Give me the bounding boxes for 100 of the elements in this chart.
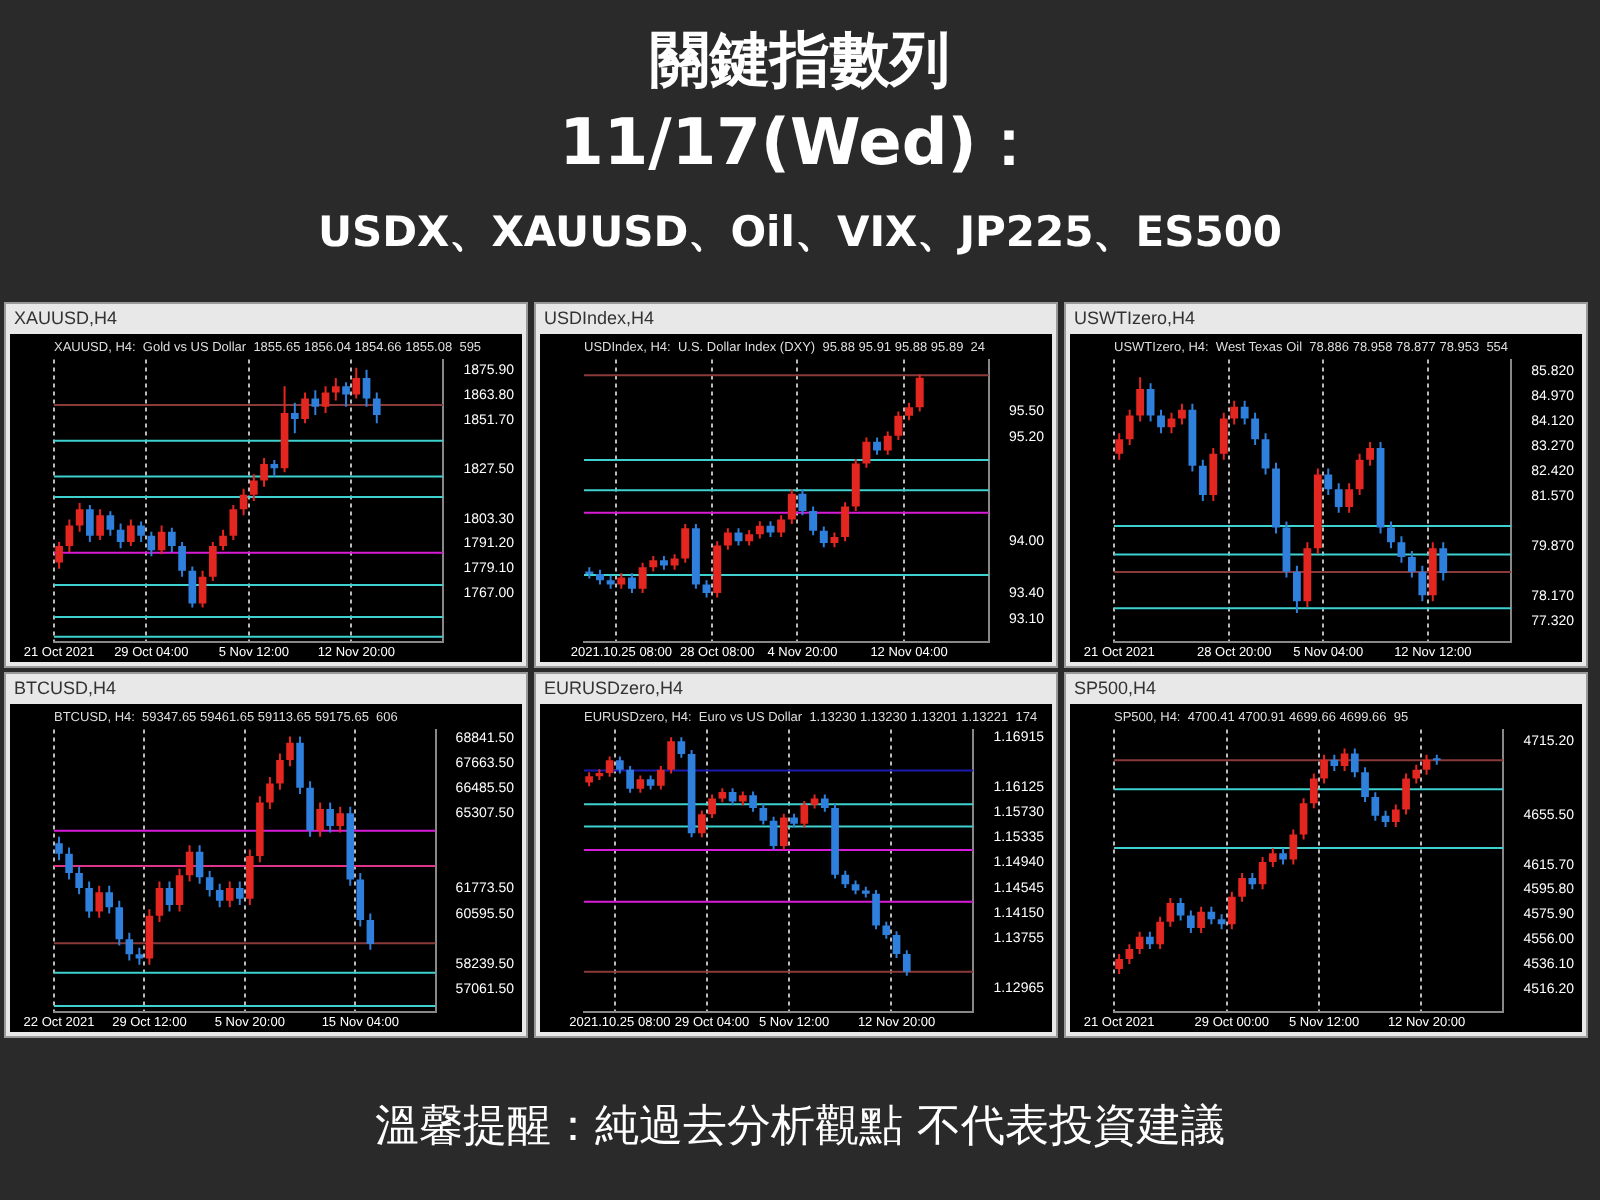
candlestick — [205, 869, 214, 898]
candlestick — [195, 844, 204, 885]
chart-title: SP500,H4 — [1072, 676, 1159, 702]
candlestick — [311, 389, 320, 416]
candlestick — [1309, 772, 1318, 810]
candlestick — [1209, 446, 1218, 502]
candlestick — [862, 436, 871, 469]
text: 溫馨提醒：純過去分析觀點 不代表投資建議 — [373, 1100, 1227, 1156]
candlestick — [1228, 890, 1236, 931]
candlestick — [296, 735, 304, 796]
candlestick — [362, 368, 371, 408]
candlestick — [125, 931, 134, 962]
candlestick — [1238, 872, 1246, 903]
candlestick — [188, 565, 197, 609]
candlestick — [1345, 482, 1354, 514]
chart-title: USDIndex,H4 — [542, 306, 657, 332]
candlestick — [1146, 382, 1155, 423]
candlestick — [1198, 458, 1207, 502]
candlestick — [1439, 541, 1448, 582]
candlestick — [229, 504, 238, 541]
candlestick — [1157, 408, 1165, 435]
candlestick — [276, 752, 284, 791]
candlestick — [819, 525, 828, 549]
candlestick — [1366, 441, 1374, 467]
candlestick — [246, 848, 254, 907]
candlestick — [1422, 753, 1431, 776]
candlestick — [605, 755, 614, 778]
candlestick — [1156, 915, 1164, 951]
candlestick — [366, 912, 375, 951]
candlestick — [892, 930, 901, 959]
candlestick — [777, 514, 786, 538]
candlestick — [1187, 909, 1195, 934]
candlestick — [638, 561, 647, 595]
candlestick — [1136, 376, 1145, 423]
candlestick — [723, 527, 732, 551]
candlestick — [260, 456, 268, 488]
candlestick — [249, 473, 258, 502]
candlestick — [290, 401, 299, 435]
candlestick — [75, 865, 83, 896]
candlestick — [326, 801, 334, 834]
candlestick — [185, 844, 194, 883]
candlestick — [1240, 399, 1249, 426]
candlestick — [316, 801, 324, 838]
candlestick — [127, 518, 135, 548]
candlestick — [331, 377, 340, 402]
candlestick — [372, 391, 381, 425]
candlestick — [321, 385, 330, 414]
candlestick — [1125, 408, 1134, 447]
candlestick — [902, 949, 911, 977]
candlestick — [1219, 411, 1228, 461]
candlestick — [342, 381, 350, 408]
candlestick — [809, 505, 818, 537]
candlestick — [137, 520, 145, 543]
candlestick — [352, 366, 361, 400]
candlestick — [915, 373, 924, 413]
candlestick — [1166, 897, 1175, 928]
candlestick — [1324, 467, 1333, 497]
candlestick — [65, 846, 73, 881]
chart-title: USWTIzero,H4 — [1072, 306, 1198, 332]
candlestick — [657, 764, 665, 791]
candlestick — [155, 880, 164, 924]
candlestick — [1115, 432, 1124, 461]
candlestick — [1261, 432, 1270, 476]
candlestick — [1258, 855, 1267, 891]
candlestick — [883, 430, 892, 456]
candlestick — [306, 780, 314, 838]
candlestick — [787, 488, 796, 525]
candlestick — [55, 835, 63, 862]
candlestick — [106, 510, 115, 537]
candlestick — [841, 501, 850, 543]
candlestick — [1292, 564, 1301, 614]
candlestick — [1230, 399, 1239, 426]
candlestick — [55, 540, 63, 570]
candlestick — [1350, 747, 1359, 779]
candlestick — [769, 815, 778, 851]
candlestick — [1391, 803, 1400, 829]
candlestick — [178, 540, 186, 578]
chart-title: BTCUSD,H4 — [12, 676, 119, 702]
candlestick — [1320, 753, 1328, 785]
candlestick — [1289, 828, 1298, 866]
candlestick — [286, 735, 294, 768]
chart-title: XAUUSD,H4 — [12, 306, 120, 332]
candlestick — [627, 572, 636, 595]
candlestick — [219, 528, 227, 552]
candlestick — [851, 458, 860, 512]
candlestick — [698, 809, 706, 839]
candlestick — [798, 488, 807, 517]
candlestick — [236, 880, 244, 907]
candlestick — [708, 793, 716, 820]
candlestick — [1428, 541, 1437, 603]
candlestick — [800, 799, 809, 829]
candlestick — [175, 867, 184, 913]
candlestick — [336, 805, 344, 834]
candlestick — [168, 526, 176, 554]
candlestick — [1387, 520, 1395, 550]
candlestick — [1371, 791, 1380, 822]
candlestick — [1251, 411, 1260, 447]
text: 11/17(Wed)： — [557, 102, 1043, 184]
candlestick — [208, 540, 217, 582]
candlestick — [301, 391, 309, 425]
